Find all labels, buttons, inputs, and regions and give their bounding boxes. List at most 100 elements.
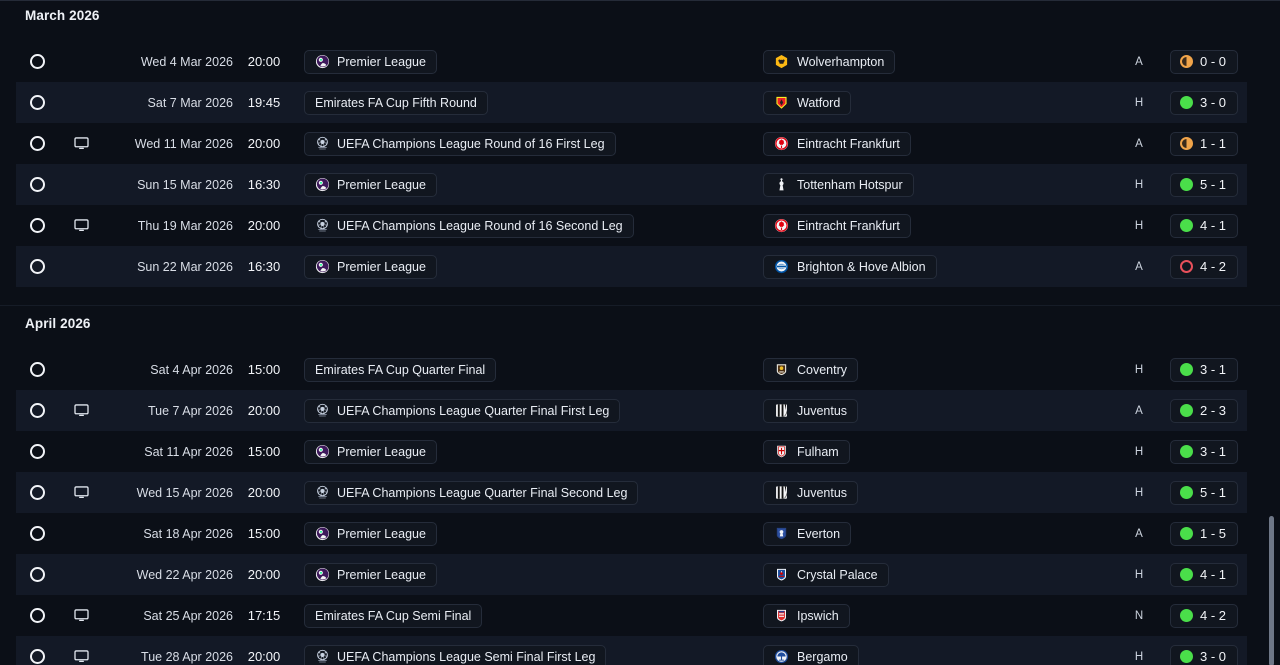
fixture-select-cell[interactable] xyxy=(16,485,59,500)
fixture-row[interactable]: Wed 11 Mar 2026 20:00 UEFA Champions Leagu… xyxy=(16,123,1247,164)
result-chip[interactable]: 4 - 1 xyxy=(1170,213,1239,238)
circle-icon[interactable] xyxy=(30,54,45,69)
opponent-cell: Tottenham Hotspur xyxy=(763,172,1115,197)
competition-chip[interactable]: Emirates FA Cup Quarter Final xyxy=(304,357,497,382)
venue-indicator: A xyxy=(1135,55,1143,68)
fixture-row[interactable]: Wed 15 Apr 2026 20:00 UEFA Champions Leagu… xyxy=(16,472,1247,513)
fixture-select-cell[interactable] xyxy=(16,95,59,110)
circle-icon[interactable] xyxy=(30,526,45,541)
opponent-chip[interactable]: Everton xyxy=(763,521,852,546)
fixture-select-cell[interactable] xyxy=(16,136,59,151)
vertical-scrollbar[interactable] xyxy=(1268,1,1278,665)
fixture-date: Sat 25 Apr 2026 xyxy=(143,608,233,623)
eintracht-frankfurt-badge xyxy=(774,136,789,151)
circle-icon[interactable] xyxy=(30,567,45,582)
opponent-chip[interactable]: Tottenham Hotspur xyxy=(763,172,914,197)
fixture-select-cell[interactable] xyxy=(16,567,59,582)
fixture-select-cell[interactable] xyxy=(16,218,59,233)
opponent-chip[interactable]: Juventus xyxy=(763,480,859,505)
competition-chip[interactable]: UEFA Champions League Round of 16 Second… xyxy=(304,213,634,238)
fixture-row[interactable]: Sat 7 Mar 2026 19:45 Emirates FA Cup Fifth… xyxy=(16,82,1247,123)
champions-league-badge xyxy=(315,136,330,151)
competition-chip[interactable]: UEFA Champions League Quarter Final Firs… xyxy=(304,398,621,423)
result-chip[interactable]: 4 - 2 xyxy=(1170,603,1239,628)
circle-icon[interactable] xyxy=(30,444,45,459)
result-chip[interactable]: 2 - 3 xyxy=(1170,398,1239,423)
result-chip[interactable]: 3 - 1 xyxy=(1170,439,1239,464)
competition-cell: UEFA Champions League Semi Final First L… xyxy=(295,644,763,665)
circle-icon[interactable] xyxy=(30,485,45,500)
opponent-chip[interactable]: Eintracht Frankfurt xyxy=(763,131,911,156)
opponent-chip[interactable]: Eintracht Frankfurt xyxy=(763,213,911,238)
month-spacer xyxy=(0,29,1280,41)
competition-chip[interactable]: Premier League xyxy=(304,254,437,279)
result-chip[interactable]: 5 - 1 xyxy=(1170,172,1239,197)
fixture-row[interactable]: Thu 19 Mar 2026 20:00 UEFA Champions Leagu… xyxy=(16,205,1247,246)
fixture-row[interactable]: Tue 28 Apr 2026 20:00 UEFA Champions Leagu… xyxy=(16,636,1247,665)
fixture-select-cell[interactable] xyxy=(16,362,59,377)
circle-icon[interactable] xyxy=(30,136,45,151)
opponent-chip[interactable]: Coventry xyxy=(763,357,859,382)
result-chip[interactable]: 1 - 5 xyxy=(1170,521,1239,546)
fixture-select-cell[interactable] xyxy=(16,259,59,274)
opponent-chip[interactable]: Crystal Palace xyxy=(763,562,889,587)
result-chip[interactable]: 0 - 0 xyxy=(1170,49,1239,74)
opponent-chip[interactable]: Ipswich xyxy=(763,603,850,628)
opponent-chip[interactable]: Wolverhampton xyxy=(763,49,896,74)
result-chip[interactable]: 3 - 1 xyxy=(1170,357,1239,382)
competition-chip[interactable]: Premier League xyxy=(304,439,437,464)
result-chip[interactable]: 4 - 1 xyxy=(1170,562,1239,587)
circle-icon[interactable] xyxy=(30,259,45,274)
competition-chip[interactable]: Premier League xyxy=(304,172,437,197)
fixture-date: Sat 7 Mar 2026 xyxy=(147,95,233,110)
competition-chip[interactable]: Premier League xyxy=(304,521,437,546)
result-chip[interactable]: 3 - 0 xyxy=(1170,644,1239,665)
fixture-row[interactable]: Wed 4 Mar 2026 20:00 Premier League Wolverh… xyxy=(16,41,1247,82)
fixture-select-cell[interactable] xyxy=(16,526,59,541)
opponent-chip[interactable]: Juventus xyxy=(763,398,859,423)
opponent-chip[interactable]: Fulham xyxy=(763,439,850,464)
fixture-row[interactable]: Sat 11 Apr 2026 15:00 Premier League Fulham… xyxy=(16,431,1247,472)
fixture-select-cell[interactable] xyxy=(16,177,59,192)
fixture-row[interactable]: Sun 15 Mar 2026 16:30 Premier League Totten… xyxy=(16,164,1247,205)
circle-icon[interactable] xyxy=(30,403,45,418)
opponent-label: Crystal Palace xyxy=(797,567,878,582)
result-chip[interactable]: 5 - 1 xyxy=(1170,480,1239,505)
fixture-time: 20:00 xyxy=(247,485,281,500)
result-chip[interactable]: 4 - 2 xyxy=(1170,254,1239,279)
fixture-row[interactable]: Sat 25 Apr 2026 17:15 Emirates FA Cup Semi… xyxy=(16,595,1247,636)
fixture-select-cell[interactable] xyxy=(16,608,59,623)
score-label: 1 - 1 xyxy=(1200,136,1227,151)
fixture-row[interactable]: Tue 7 Apr 2026 20:00 UEFA Champions League… xyxy=(16,390,1247,431)
fixture-row[interactable]: Sat 4 Apr 2026 15:00 Emirates FA Cup Quart… xyxy=(16,349,1247,390)
fixture-select-cell[interactable] xyxy=(16,444,59,459)
competition-chip[interactable]: UEFA Champions League Semi Final First L… xyxy=(304,644,607,665)
fixture-row[interactable]: Sat 18 Apr 2026 15:00 Premier League Everto… xyxy=(16,513,1247,554)
circle-icon[interactable] xyxy=(30,362,45,377)
result-chip[interactable]: 1 - 1 xyxy=(1170,131,1239,156)
fixture-select-cell[interactable] xyxy=(16,649,59,664)
fixture-select-cell[interactable] xyxy=(16,54,59,69)
competition-chip[interactable]: UEFA Champions League Quarter Final Seco… xyxy=(304,480,639,505)
score-label: 3 - 1 xyxy=(1200,362,1227,377)
circle-icon[interactable] xyxy=(30,649,45,664)
competition-chip[interactable]: Emirates FA Cup Semi Final xyxy=(304,603,483,628)
circle-icon[interactable] xyxy=(30,177,45,192)
competition-chip[interactable]: UEFA Champions League Round of 16 First … xyxy=(304,131,616,156)
circle-icon[interactable] xyxy=(30,218,45,233)
circle-icon[interactable] xyxy=(30,608,45,623)
competition-chip[interactable]: Emirates FA Cup Fifth Round xyxy=(304,90,488,115)
result-chip[interactable]: 3 - 0 xyxy=(1170,90,1239,115)
bergamo-badge xyxy=(774,649,789,664)
opponent-chip[interactable]: Brighton & Hove Albion xyxy=(763,254,937,279)
opponent-chip[interactable]: Bergamo xyxy=(763,644,859,665)
opponent-chip[interactable]: Watford xyxy=(763,90,852,115)
competition-chip[interactable]: Premier League xyxy=(304,49,437,74)
circle-icon[interactable] xyxy=(30,95,45,110)
scrollbar-thumb[interactable] xyxy=(1269,516,1274,665)
fixture-select-cell[interactable] xyxy=(16,403,59,418)
competition-chip[interactable]: Premier League xyxy=(304,562,437,587)
fixture-row[interactable]: Wed 22 Apr 2026 20:00 Premier League Crysta… xyxy=(16,554,1247,595)
fixture-row[interactable]: Sun 22 Mar 2026 16:30 Premier League Bright… xyxy=(16,246,1247,287)
coventry-badge xyxy=(774,362,789,377)
